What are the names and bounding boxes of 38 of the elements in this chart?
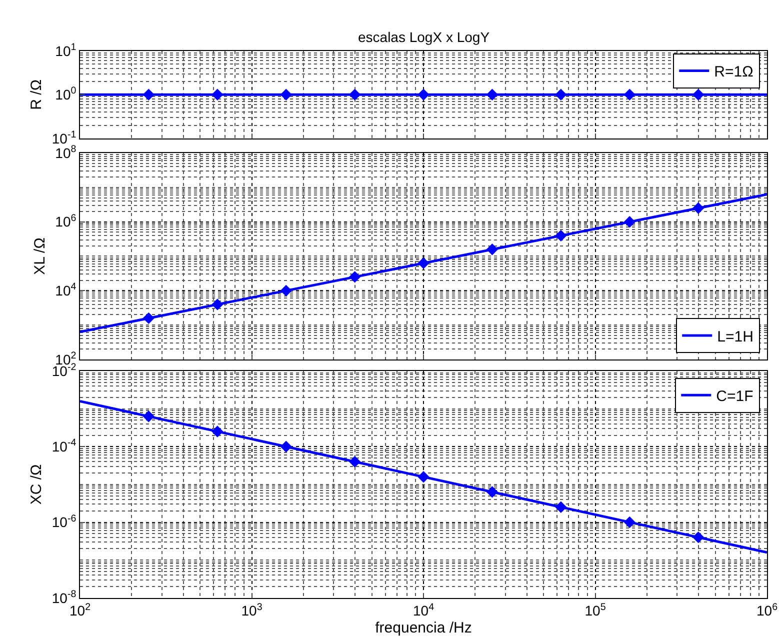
text: C=1F xyxy=(716,388,754,405)
point xyxy=(142,312,154,324)
point xyxy=(624,216,636,228)
point xyxy=(486,244,498,256)
x-tick-label: 10$^{4}$ xyxy=(412,602,435,619)
y-tick-label: 10$^{1}$ xyxy=(55,42,76,59)
point xyxy=(348,271,361,283)
point xyxy=(212,298,224,310)
y-tick-label: 10$^{8}$ xyxy=(55,144,77,161)
point xyxy=(692,531,704,544)
point xyxy=(418,471,430,483)
point xyxy=(692,202,704,214)
y-axis-title: R /Ω xyxy=(28,79,46,110)
x-tick-label: 10$^{3}$ xyxy=(241,602,263,619)
y-axis-title: XL /Ω xyxy=(31,238,48,275)
x-axis-title: frequencia /Hz xyxy=(375,620,472,637)
y-tick-label: 10$^{-6}$ xyxy=(52,513,77,530)
point xyxy=(280,284,292,297)
y-tick-label: 10$^{-4}$ xyxy=(52,438,77,455)
point xyxy=(555,230,567,242)
point xyxy=(212,426,224,438)
point xyxy=(348,456,361,468)
legend-label: R=1Ω xyxy=(714,64,754,81)
x-tick-label: 10$^{6}$ xyxy=(756,602,778,619)
point xyxy=(280,440,292,453)
y-tick-label: 10$^{4}$ xyxy=(55,282,77,299)
legend-label: L=1H xyxy=(717,328,754,346)
point xyxy=(142,410,154,422)
y-axis-title: XC /Ω xyxy=(28,464,46,505)
point xyxy=(418,257,430,270)
x-tick-label: 10$^{5}$ xyxy=(584,602,606,619)
point xyxy=(486,486,498,498)
y-tick-label: 10$^{0}$ xyxy=(55,86,77,103)
point xyxy=(624,516,636,528)
point xyxy=(555,501,567,513)
chart-title: escalas LogX x LogY xyxy=(358,29,490,45)
y-tick-label: 10$^{6}$ xyxy=(55,212,77,230)
y-tick-label: 10$^{-1}$ xyxy=(52,129,76,146)
